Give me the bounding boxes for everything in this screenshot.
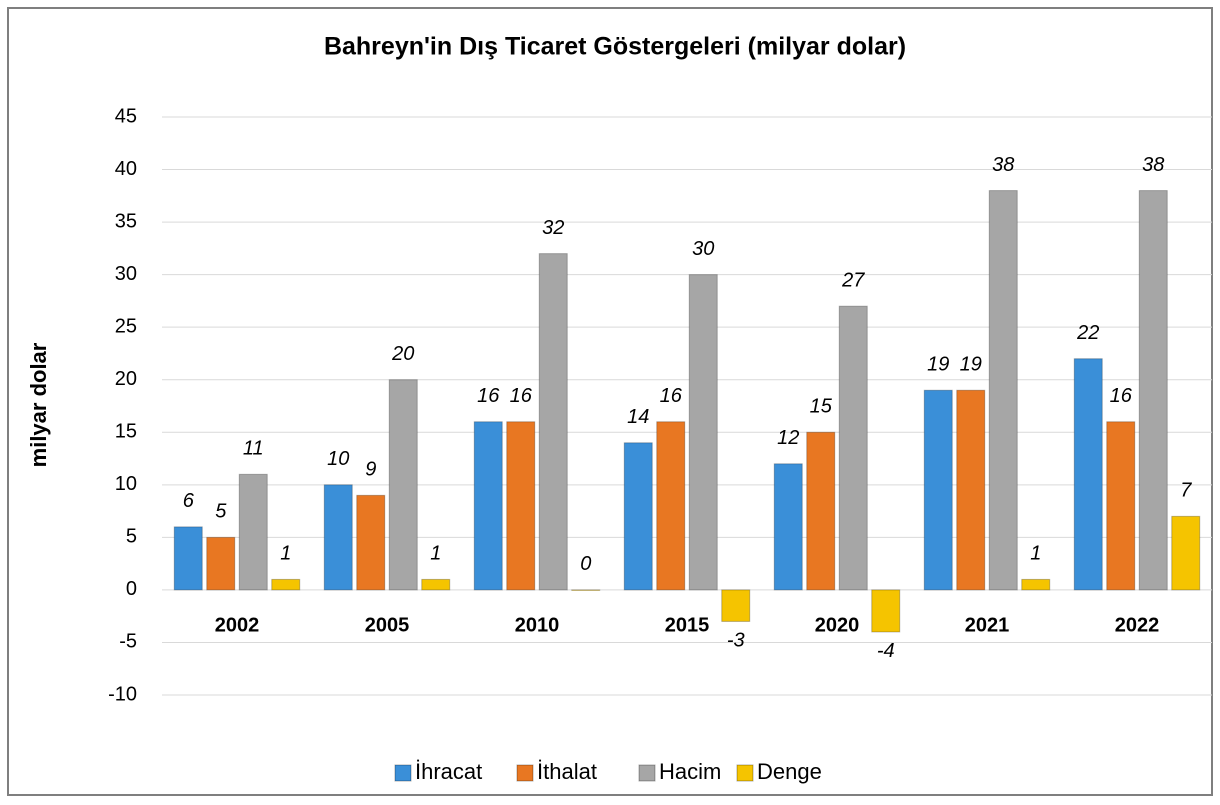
data-label: 5 <box>215 501 227 523</box>
bar <box>538 253 568 591</box>
x-tick-label: 2021 <box>965 614 1010 636</box>
bar <box>323 484 353 591</box>
y-tick-label: -5 <box>119 631 137 653</box>
legend-swatch <box>394 764 412 782</box>
y-tick-label: -10 <box>108 683 137 705</box>
bar <box>923 389 953 591</box>
data-label: 19 <box>960 354 982 376</box>
bar <box>506 421 536 591</box>
data-label: 9 <box>365 459 376 481</box>
legend-swatch <box>736 764 754 782</box>
y-tick-label: 0 <box>126 578 137 600</box>
bar <box>838 305 868 591</box>
bar <box>206 536 236 591</box>
data-label: 11 <box>243 438 264 460</box>
x-tick-label: 2022 <box>1115 614 1160 636</box>
y-axis-label: milyar dolar <box>26 342 51 467</box>
y-tick-label: 45 <box>115 105 137 127</box>
y-tick-label: 15 <box>115 421 137 443</box>
y-tick-label: 35 <box>115 210 137 232</box>
data-label: 16 <box>1110 385 1133 407</box>
bar <box>173 526 203 591</box>
data-label: 12 <box>777 427 799 449</box>
bar <box>988 190 1018 591</box>
x-tick-label: 2020 <box>815 614 860 636</box>
bar <box>806 431 836 591</box>
data-label: 38 <box>1142 154 1164 176</box>
data-label: 22 <box>1076 322 1099 344</box>
y-tick-label: 10 <box>115 473 137 495</box>
bar <box>656 421 686 591</box>
bar <box>238 473 268 591</box>
bar <box>421 578 451 591</box>
bar <box>688 274 718 591</box>
bar <box>356 494 386 591</box>
data-label: -3 <box>727 630 745 652</box>
chart-frame <box>7 7 1213 796</box>
data-label: -4 <box>877 640 895 662</box>
data-label: 1 <box>1030 543 1041 565</box>
x-tick-label: 2015 <box>665 614 710 636</box>
data-label: 20 <box>391 343 414 365</box>
data-label: 1 <box>430 543 441 565</box>
data-label: 38 <box>992 154 1014 176</box>
bar <box>1021 578 1051 591</box>
legend-label: Denge <box>757 759 822 784</box>
legend-label: İhracat <box>415 759 482 784</box>
legend-swatch <box>638 764 656 782</box>
y-tick-label: 30 <box>115 263 137 285</box>
x-tick-label: 2005 <box>365 614 410 636</box>
data-label: 19 <box>927 354 949 376</box>
bar <box>1073 358 1103 591</box>
data-label: 16 <box>660 385 683 407</box>
data-label: 27 <box>841 269 865 291</box>
legend-label: Hacim <box>659 759 721 784</box>
bar <box>623 442 653 591</box>
bar <box>1138 190 1168 591</box>
bar <box>721 589 751 622</box>
y-tick-label: 40 <box>115 158 137 180</box>
legend-label: İthalat <box>537 759 597 784</box>
data-label: 6 <box>183 490 195 512</box>
data-label: 14 <box>627 406 649 428</box>
bar <box>571 589 601 591</box>
bar <box>956 389 986 591</box>
y-tick-label: 5 <box>126 526 137 548</box>
bar <box>473 421 503 591</box>
bar <box>1171 515 1201 591</box>
data-label: 0 <box>580 553 591 575</box>
bar <box>388 379 418 591</box>
bar <box>871 589 901 633</box>
data-label: 10 <box>327 448 349 470</box>
data-label: 32 <box>542 217 564 239</box>
data-label: 1 <box>280 543 291 565</box>
legend-swatch <box>516 764 534 782</box>
data-label: 16 <box>510 385 533 407</box>
x-tick-label: 2010 <box>515 614 560 636</box>
y-tick-label: 20 <box>115 368 137 390</box>
bar <box>271 578 301 591</box>
x-tick-label: 2002 <box>215 614 260 636</box>
data-label: 7 <box>1180 480 1192 502</box>
y-tick-label: 25 <box>115 315 137 337</box>
data-label: 30 <box>692 238 714 260</box>
data-label: 15 <box>810 396 833 418</box>
data-label: 16 <box>477 385 500 407</box>
bar <box>773 463 803 591</box>
bar <box>1106 421 1136 591</box>
chart-title: Bahreyn'in Dış Ticaret Göstergeleri (mil… <box>324 33 906 61</box>
